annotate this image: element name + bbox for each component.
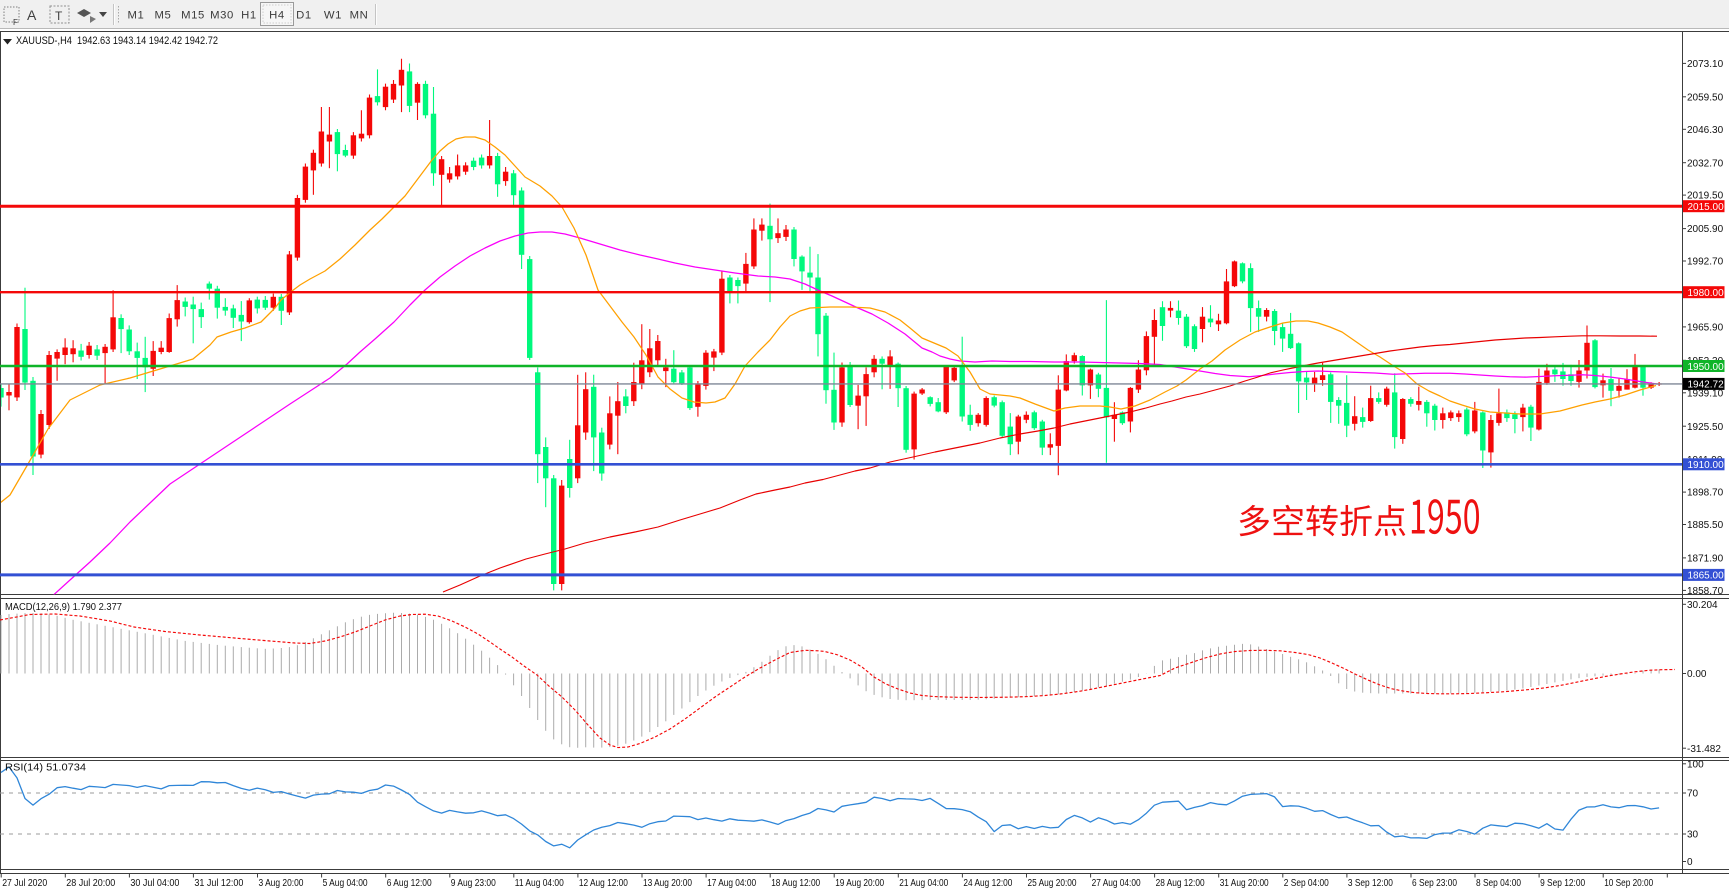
svg-text:27 Aug 04:00: 27 Aug 04:00 [1092, 878, 1141, 889]
svg-text:T: T [55, 9, 63, 23]
svg-text:0.00: 0.00 [1687, 669, 1707, 680]
svg-text:RSI(14) 51.0734: RSI(14) 51.0734 [5, 763, 86, 774]
svg-text:1858.70: 1858.70 [1687, 586, 1724, 597]
svg-text:2019.50: 2019.50 [1687, 191, 1724, 202]
svg-text:31 Jul 12:00: 31 Jul 12:00 [194, 878, 243, 889]
svg-text:-31.482: -31.482 [1687, 744, 1721, 755]
svg-text:1950.00: 1950.00 [1688, 362, 1725, 373]
svg-text:18 Aug 12:00: 18 Aug 12:00 [771, 878, 820, 889]
svg-text:H1: H1 [241, 10, 257, 22]
svg-text:31 Aug 20:00: 31 Aug 20:00 [1220, 878, 1269, 889]
svg-text:1898.70: 1898.70 [1687, 488, 1724, 499]
svg-text:1871.90: 1871.90 [1687, 554, 1724, 565]
svg-text:30 Jul 04:00: 30 Jul 04:00 [130, 878, 179, 889]
svg-text:2005.90: 2005.90 [1687, 224, 1724, 235]
svg-text:6 Sep 23:00: 6 Sep 23:00 [1412, 878, 1457, 889]
svg-text:27 Jul 2020: 27 Jul 2020 [2, 878, 47, 889]
svg-text:3 Sep 12:00: 3 Sep 12:00 [1348, 878, 1393, 889]
svg-text:2032.70: 2032.70 [1687, 158, 1724, 169]
svg-text:1865.00: 1865.00 [1688, 571, 1725, 582]
svg-text:30.204: 30.204 [1687, 600, 1718, 611]
svg-text:24 Aug 12:00: 24 Aug 12:00 [963, 878, 1012, 889]
svg-text:11 Aug 04:00: 11 Aug 04:00 [515, 878, 564, 889]
svg-text:MACD(12,26,9) 1.790 2.377: MACD(12,26,9) 1.790 2.377 [5, 602, 122, 613]
svg-text:MN: MN [350, 10, 369, 22]
svg-text:D1: D1 [296, 10, 312, 22]
svg-text:M30: M30 [210, 10, 234, 22]
svg-text:1885.50: 1885.50 [1687, 520, 1724, 531]
svg-text:21 Aug 04:00: 21 Aug 04:00 [899, 878, 948, 889]
svg-text:0: 0 [1687, 857, 1693, 868]
svg-text:25 Aug 20:00: 25 Aug 20:00 [1028, 878, 1077, 889]
svg-text:XAUUSD-,H4 1942.63 1943.14 19: XAUUSD-,H4 1942.63 1943.14 1942.42 1942.… [16, 35, 218, 47]
svg-text:1925.50: 1925.50 [1687, 422, 1724, 433]
svg-text:2073.10: 2073.10 [1687, 59, 1724, 70]
svg-text:10 Sep 20:00: 10 Sep 20:00 [1604, 878, 1653, 889]
svg-text:5 Aug 04:00: 5 Aug 04:00 [323, 878, 368, 889]
svg-text:1939.10: 1939.10 [1687, 388, 1724, 399]
svg-text:13 Aug 20:00: 13 Aug 20:00 [643, 878, 692, 889]
svg-text:28 Jul 20:00: 28 Jul 20:00 [66, 878, 115, 889]
svg-text:H4: H4 [269, 10, 285, 22]
svg-text:M15: M15 [181, 10, 205, 22]
svg-text:9 Sep 12:00: 9 Sep 12:00 [1540, 878, 1585, 889]
svg-text:70: 70 [1687, 789, 1699, 800]
svg-text:1980.00: 1980.00 [1688, 288, 1725, 299]
svg-text:9 Aug 23:00: 9 Aug 23:00 [451, 878, 496, 889]
svg-text:2015.00: 2015.00 [1688, 202, 1725, 213]
svg-text:1965.90: 1965.90 [1687, 323, 1724, 334]
svg-text:28 Aug 12:00: 28 Aug 12:00 [1156, 878, 1205, 889]
svg-text:1910.00: 1910.00 [1688, 460, 1725, 471]
svg-text:W1: W1 [324, 10, 342, 22]
svg-text:12 Aug 12:00: 12 Aug 12:00 [579, 878, 628, 889]
svg-text:3 Aug 20:00: 3 Aug 20:00 [259, 878, 304, 889]
svg-text:17 Aug 04:00: 17 Aug 04:00 [707, 878, 756, 889]
svg-text:2 Sep 04:00: 2 Sep 04:00 [1284, 878, 1329, 889]
svg-text:A: A [27, 7, 37, 23]
svg-text:2046.30: 2046.30 [1687, 125, 1724, 136]
svg-text:100: 100 [1687, 759, 1704, 770]
svg-text:8 Sep 04:00: 8 Sep 04:00 [1476, 878, 1521, 889]
svg-text:19 Aug 20:00: 19 Aug 20:00 [835, 878, 884, 889]
svg-text:6 Aug 12:00: 6 Aug 12:00 [387, 878, 432, 889]
svg-text:30: 30 [1687, 830, 1699, 841]
svg-text:2059.50: 2059.50 [1687, 92, 1724, 103]
svg-text:M5: M5 [155, 10, 172, 22]
svg-text:F: F [13, 18, 18, 27]
svg-text:1942.72: 1942.72 [1688, 380, 1725, 391]
svg-text:M1: M1 [128, 10, 145, 22]
svg-text:1992.70: 1992.70 [1687, 257, 1724, 268]
